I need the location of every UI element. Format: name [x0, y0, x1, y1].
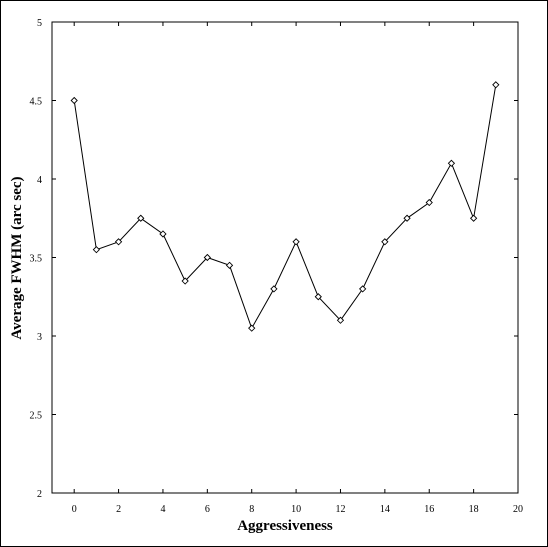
data-point [159, 230, 167, 238]
y-tick-label: 3 [37, 332, 42, 343]
x-axis-title: Aggressiveness [237, 518, 333, 534]
data-point [270, 285, 278, 293]
data-point [425, 198, 433, 207]
y-tick-label: 4.5 [30, 97, 43, 108]
x-tick-label: 20 [513, 504, 523, 515]
data-point [181, 277, 189, 285]
data-point [492, 81, 500, 89]
data-point [381, 238, 389, 246]
data-point [447, 159, 456, 167]
tick-labels: 0 2 4 6 8 10 12 14 16 18 20 2 2.5 3 3.5 4 4.5 5 [30, 18, 524, 515]
x-tick-label: 0 [72, 504, 77, 515]
data-point [469, 214, 478, 222]
y-axis-title: Average FWHM (arc sec) [9, 176, 25, 339]
data-point [225, 261, 234, 269]
data-point [359, 285, 367, 293]
data-point [137, 214, 145, 222]
data-point [336, 316, 345, 324]
data-point [292, 238, 300, 246]
y-tick-label: 2.5 [30, 411, 43, 422]
x-tick-label: 14 [380, 504, 390, 515]
data-point [114, 238, 123, 246]
axis-ticks [52, 21, 519, 494]
x-tick-label: 16 [424, 504, 434, 515]
y-tick-label: 2 [37, 489, 42, 500]
data-point [203, 253, 211, 262]
x-tick-label: 18 [469, 504, 479, 515]
y-tick-label: 3.5 [30, 254, 43, 265]
data-point [248, 324, 256, 332]
y-tick-label: 4 [37, 175, 42, 186]
x-tick-label: 4 [160, 504, 165, 515]
x-tick-label: 6 [205, 504, 210, 515]
x-tick-label: 8 [249, 504, 254, 515]
y-tick-label: 5 [37, 18, 42, 29]
series-group [70, 81, 500, 332]
series-line [73, 84, 497, 330]
x-tick-label: 2 [116, 504, 121, 515]
data-point [314, 293, 322, 301]
data-point [92, 246, 101, 254]
data-point [403, 214, 411, 222]
x-tick-label: 12 [335, 504, 345, 515]
data-point [70, 96, 78, 105]
x-tick-label: 10 [291, 504, 301, 515]
plot-area [51, 21, 519, 494]
